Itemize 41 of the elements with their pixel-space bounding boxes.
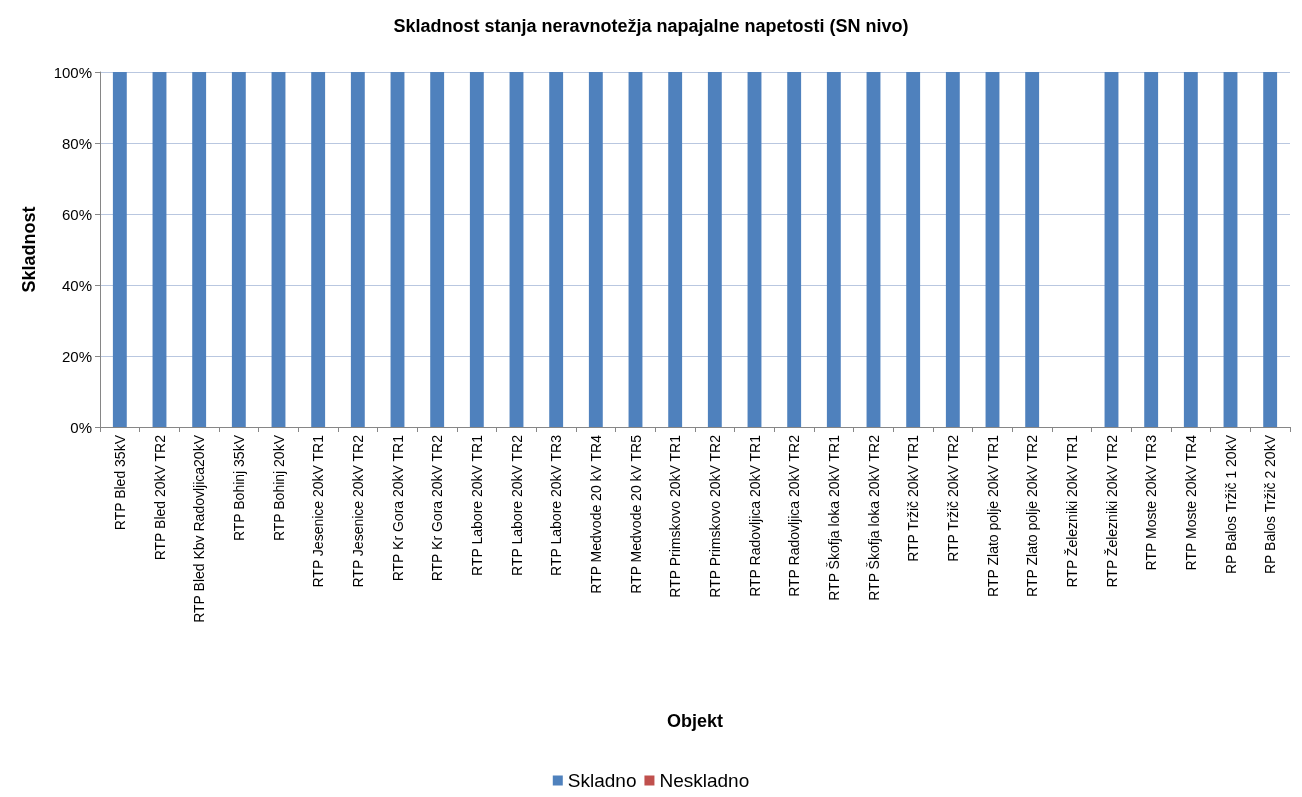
x-tick-label: RTP Zlato polje 20kV TR2 — [1024, 434, 1041, 597]
y-tick-label: 0% — [70, 418, 92, 436]
x-axis-title: Objekt — [666, 711, 724, 731]
x-tick-label: RTP Medvode 20 kV TR5 — [627, 434, 644, 594]
x-tick-label: RTP Bled 35kV — [111, 434, 128, 531]
x-tick-label: RTP Moste 20kV TR4 — [1182, 434, 1199, 571]
x-tick-label: RTP Škofja loka 20kV TR1 — [825, 434, 842, 601]
x-tick-label: RTP Tržič 20kV TR1 — [905, 434, 922, 562]
legend-label: Skladno — [567, 770, 637, 791]
x-tick-label: RTP Radovljica 20kV TR2 — [786, 434, 803, 597]
x-tick-label: RTP Moste 20kV TR3 — [1143, 434, 1160, 571]
x-tick-label: RTP Jesenice 20kV TR1 — [310, 434, 327, 588]
x-tick-label: RTP Bled 20kV TR2 — [151, 434, 168, 561]
x-tick-label: RTP Primskovo 20kV TR1 — [667, 434, 684, 598]
x-tick-label: RTP Kr Gora 20kV TR2 — [429, 434, 446, 582]
x-tick-label: RTP Tržič 20kV TR2 — [944, 434, 961, 562]
x-tick-label: RTP Bohinj 20kV — [270, 434, 287, 542]
x-tick-label: RTP Primskovo 20kV TR2 — [706, 434, 723, 598]
x-tick-label: RTP Labore 20kV TR3 — [548, 434, 565, 576]
legend-label: Neskladno — [659, 770, 750, 791]
x-tick-label: RTP Labore 20kV TR2 — [508, 434, 525, 576]
x-tick-label: RTP Železniki 20kV TR1 — [1063, 434, 1080, 588]
x-tick-label: RTP Radovljica 20kV TR1 — [746, 434, 763, 597]
y-tick-label: 80% — [61, 134, 92, 152]
y-tick-label: 60% — [61, 205, 92, 223]
x-tick-label: RTP Škofja loka 20kV TR2 — [865, 434, 882, 601]
x-tick-label: RTP Kr Gora 20kV TR1 — [389, 434, 406, 582]
chart-title: Skladnost stanja neravnotežja napajalne napetosti (SN nivo) — [393, 16, 909, 36]
x-tick-label: RTP Labore 20kV TR1 — [468, 434, 485, 576]
y-tick-label: 100% — [53, 63, 92, 81]
x-tick-label: RP Balos Tržič 2 20kV — [1262, 434, 1279, 575]
x-tick-label: RTP Jesenice 20kV TR2 — [349, 434, 366, 588]
x-tick-label: RTP Medvode 20 kV TR4 — [587, 434, 604, 594]
y-tick-label: 20% — [61, 347, 92, 365]
y-tick-label: 40% — [61, 276, 92, 294]
x-tick-label: RP Balos Tržič 1 20kV — [1222, 434, 1239, 575]
x-tick-label: RTP Zlato polje 20kV TR1 — [984, 434, 1001, 597]
x-tick-label: RTP Železniki 20kV TR2 — [1103, 434, 1120, 588]
y-axis-title: Skladnost — [19, 206, 39, 293]
x-tick-label: RTP Bohinj 35kV — [230, 434, 247, 542]
x-tick-label: RTP Bled Kbv Radovljica20kV — [191, 434, 208, 623]
